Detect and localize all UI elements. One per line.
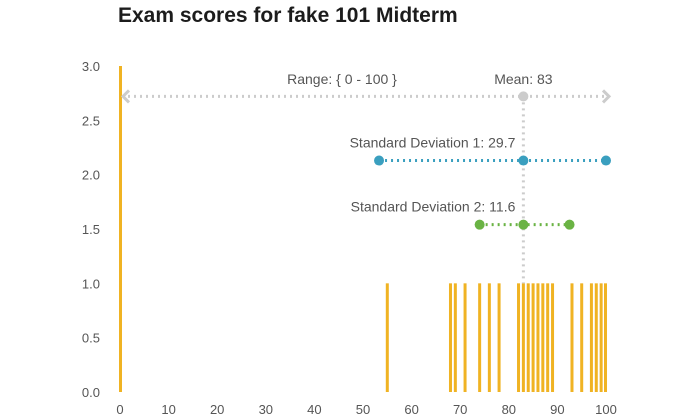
bar (453, 283, 457, 392)
standard-deviation-1-point (518, 155, 529, 166)
x-tick-label: 0 (116, 402, 123, 417)
bar (551, 283, 555, 392)
x-tick-label: 50 (356, 402, 370, 417)
x-tick-label: 20 (210, 402, 224, 417)
bar (541, 283, 545, 392)
bar (531, 283, 535, 392)
bar (589, 283, 593, 392)
x-tick-label: 80 (502, 402, 516, 417)
standard-deviation-2-point (518, 219, 529, 230)
x-tick-label: 30 (259, 402, 273, 417)
x-tick-label: 40 (307, 402, 321, 417)
bar (599, 283, 603, 392)
standard-deviation-1-label: Standard Deviation 1: 29.7 (350, 135, 516, 151)
y-tick-label: 3.0 (82, 59, 100, 74)
bar (487, 283, 491, 392)
y-tick-label: 0.0 (82, 385, 100, 400)
x-tick-label: 60 (404, 402, 418, 417)
bar (526, 283, 530, 392)
bar (604, 283, 607, 392)
standard-deviation-1-point (601, 155, 611, 166)
bar (497, 283, 501, 392)
bar (580, 283, 584, 392)
x-tick-label: 70 (453, 402, 467, 417)
bars-layer (119, 66, 607, 392)
range-arrow-right (601, 89, 612, 104)
axes-layer: 0.0 0.5 1.0 1.5 2.0 2.5 3.0 0 10 20 30 40 50 60 70 80 90… (82, 59, 617, 417)
x-tick-label: 90 (550, 402, 564, 417)
x-tick-label: 10 (161, 402, 175, 417)
range-arrow-left (120, 89, 131, 104)
standard-deviation-2-point (564, 219, 575, 230)
bar (570, 283, 574, 392)
x-tick-label: 100 (595, 402, 617, 417)
mean-label: Mean: 83 (494, 71, 553, 87)
bar (385, 283, 389, 392)
y-tick-label: 2.0 (82, 168, 100, 183)
range-label: Range: { 0 - 100 } (287, 71, 397, 87)
bar (478, 283, 482, 392)
chart-title: Exam scores for fake 101 Midterm (118, 4, 458, 27)
y-tick-label: 1.0 (82, 276, 100, 291)
bar (119, 66, 122, 392)
annotations-layer: Range: { 0 - 100 } Mean: 83 Standard Devia… (120, 71, 612, 284)
y-tick-label: 0.5 (82, 331, 100, 346)
standard-deviation-2-label: Standard Deviation 2: 11.6 (351, 199, 516, 215)
bar (546, 283, 550, 392)
bar (521, 283, 525, 392)
standard-deviation-1-point (374, 155, 385, 166)
mean-point (518, 91, 529, 102)
bar (517, 283, 521, 392)
bar (536, 283, 540, 392)
standard-deviation-2-point (474, 219, 485, 230)
y-tick-label: 2.5 (82, 113, 100, 128)
bar (594, 283, 598, 392)
bar (448, 283, 452, 392)
bar (463, 283, 467, 392)
y-tick-label: 1.5 (82, 222, 100, 237)
